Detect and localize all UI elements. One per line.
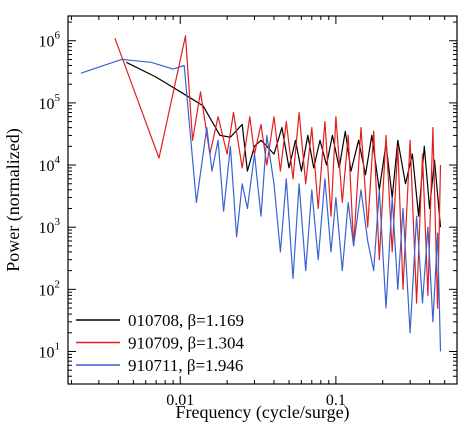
plot-frame: [67, 15, 458, 385]
legend-label-2: 910709, β=1.304: [128, 334, 244, 353]
y-axis: 101 102 103 104 105 106: [39, 21, 457, 385]
y-tick-label: 103: [39, 216, 61, 237]
y-tick-label: 102: [39, 278, 61, 299]
series-line-1: [126, 61, 442, 228]
x-tick-label: 0.1: [326, 392, 346, 409]
series-line-2: [114, 35, 442, 309]
series-layer: [80, 35, 442, 352]
x-tick-label: 0.01: [166, 392, 194, 409]
legend: 010708, β=1.169 910709, β=1.304 910711, β=…: [76, 311, 244, 375]
y-tick-label: 105: [39, 92, 61, 113]
y-tick-label: 104: [39, 154, 61, 175]
y-tick-label: 101: [39, 341, 61, 362]
series-line-3: [80, 58, 442, 352]
legend-label-1: 010708, β=1.169: [128, 311, 244, 330]
x-axis-title: Frequency (cycle/surge): [175, 402, 349, 423]
y-tick-label: 106: [39, 30, 61, 51]
y-axis-title: Power (normalized): [3, 128, 24, 271]
legend-label-3: 910711, β=1.946: [128, 356, 243, 375]
x-axis: 0.01 0.1: [70, 16, 446, 409]
